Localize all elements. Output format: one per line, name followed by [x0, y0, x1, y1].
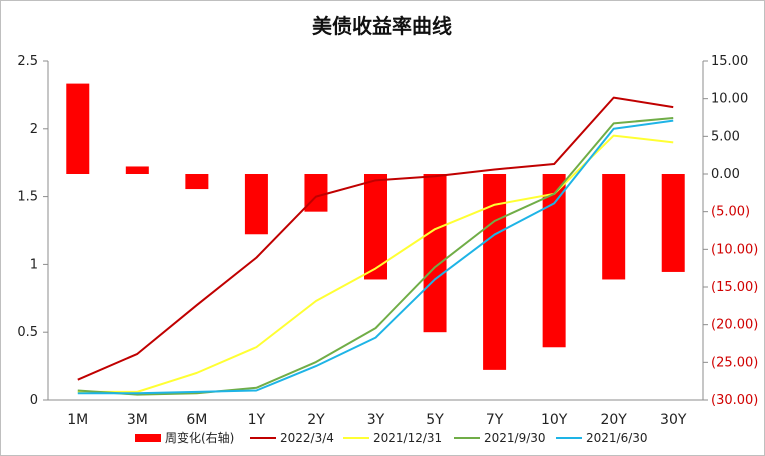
y-right-tick-label: (15.00)	[711, 280, 758, 295]
legend: 周变化(右轴) 2022/3/4 2021/12/31 2021/9/30 2021/6…	[135, 430, 648, 445]
x-tick-label: 2Y	[307, 412, 325, 428]
y-right-tick-label: (30.00)	[711, 393, 758, 408]
bar-weekly-change	[661, 174, 685, 272]
legend-item-line: 2022/3/4	[250, 431, 334, 445]
y-left-tick-label: 1	[30, 257, 38, 272]
legend-item-line: 2021/9/30	[454, 431, 546, 445]
legend-label-line: 2021/9/30	[484, 431, 546, 445]
bar-weekly-change	[244, 174, 268, 235]
y-right-tick-label: 10.00	[711, 92, 748, 107]
y-left-tick-label: 1.5	[17, 190, 38, 205]
x-tick-label: 1M	[67, 412, 88, 428]
bar-weekly-change	[602, 174, 626, 280]
x-tick-label: 3M	[127, 412, 148, 428]
x-tick-label: 7Y	[486, 412, 504, 428]
line-series-2022/3/4	[77, 96, 674, 381]
x-tick-label: 1Y	[248, 412, 266, 428]
y-right-tick-label: 0.00	[711, 167, 740, 182]
bar-weekly-change	[66, 83, 90, 174]
line-series-2021/9/30	[77, 116, 674, 396]
y-right-tick-label: 5.00	[711, 129, 740, 144]
bar-weekly-change	[423, 174, 447, 333]
y-left-tick-label: 0.5	[17, 325, 38, 340]
legend-item-line: 2021/12/31	[343, 431, 442, 445]
bar-weekly-change	[542, 174, 566, 348]
bar-weekly-change	[364, 174, 387, 280]
x-tick-label: 10Y	[541, 412, 568, 428]
legend-label-line: 2021/12/31	[373, 431, 442, 445]
line-series-2021/6/30	[77, 119, 674, 395]
chart-title: 美债收益率曲线	[312, 14, 452, 38]
legend-item-bar: 周变化(右轴)	[135, 430, 234, 445]
axes-layer: 0 0.5 1 1.5 2 2.5 15.00 10.00 5.00 0.00 (5.00) (10.…	[17, 54, 758, 428]
bar-weekly-change	[483, 174, 507, 370]
x-tick-label: 6M	[186, 412, 207, 428]
y-right-tick-label: (5.00)	[711, 205, 750, 220]
lines-layer	[77, 96, 674, 396]
bar-weekly-change	[185, 174, 209, 190]
bar-weekly-change	[125, 166, 149, 174]
x-tick-label: 30Y	[660, 412, 687, 428]
legend-label-line: 2021/6/30	[586, 431, 648, 445]
legend-swatch-bar	[135, 434, 161, 442]
y-right-tick-label: 15.00	[711, 54, 748, 69]
legend-item-line: 2021/6/30	[556, 431, 648, 445]
y-left-tick-label: 2	[30, 122, 38, 137]
x-tick-label: 20Y	[600, 412, 627, 428]
y-right-tick-label: (25.00)	[711, 355, 758, 370]
bars-layer	[66, 83, 685, 370]
y-right-tick-label: (20.00)	[711, 318, 758, 333]
x-tick-label: 5Y	[426, 412, 444, 428]
legend-label-bar: 周变化(右轴)	[165, 430, 234, 445]
legend-label-line: 2022/3/4	[280, 431, 334, 445]
y-left-tick-label: 0	[30, 393, 38, 408]
line-series-2021/12/31	[77, 134, 674, 393]
x-tick-label: 3Y	[367, 412, 385, 428]
y-right-tick-label: (10.00)	[711, 242, 758, 257]
y-left-tick-label: 2.5	[17, 54, 38, 69]
